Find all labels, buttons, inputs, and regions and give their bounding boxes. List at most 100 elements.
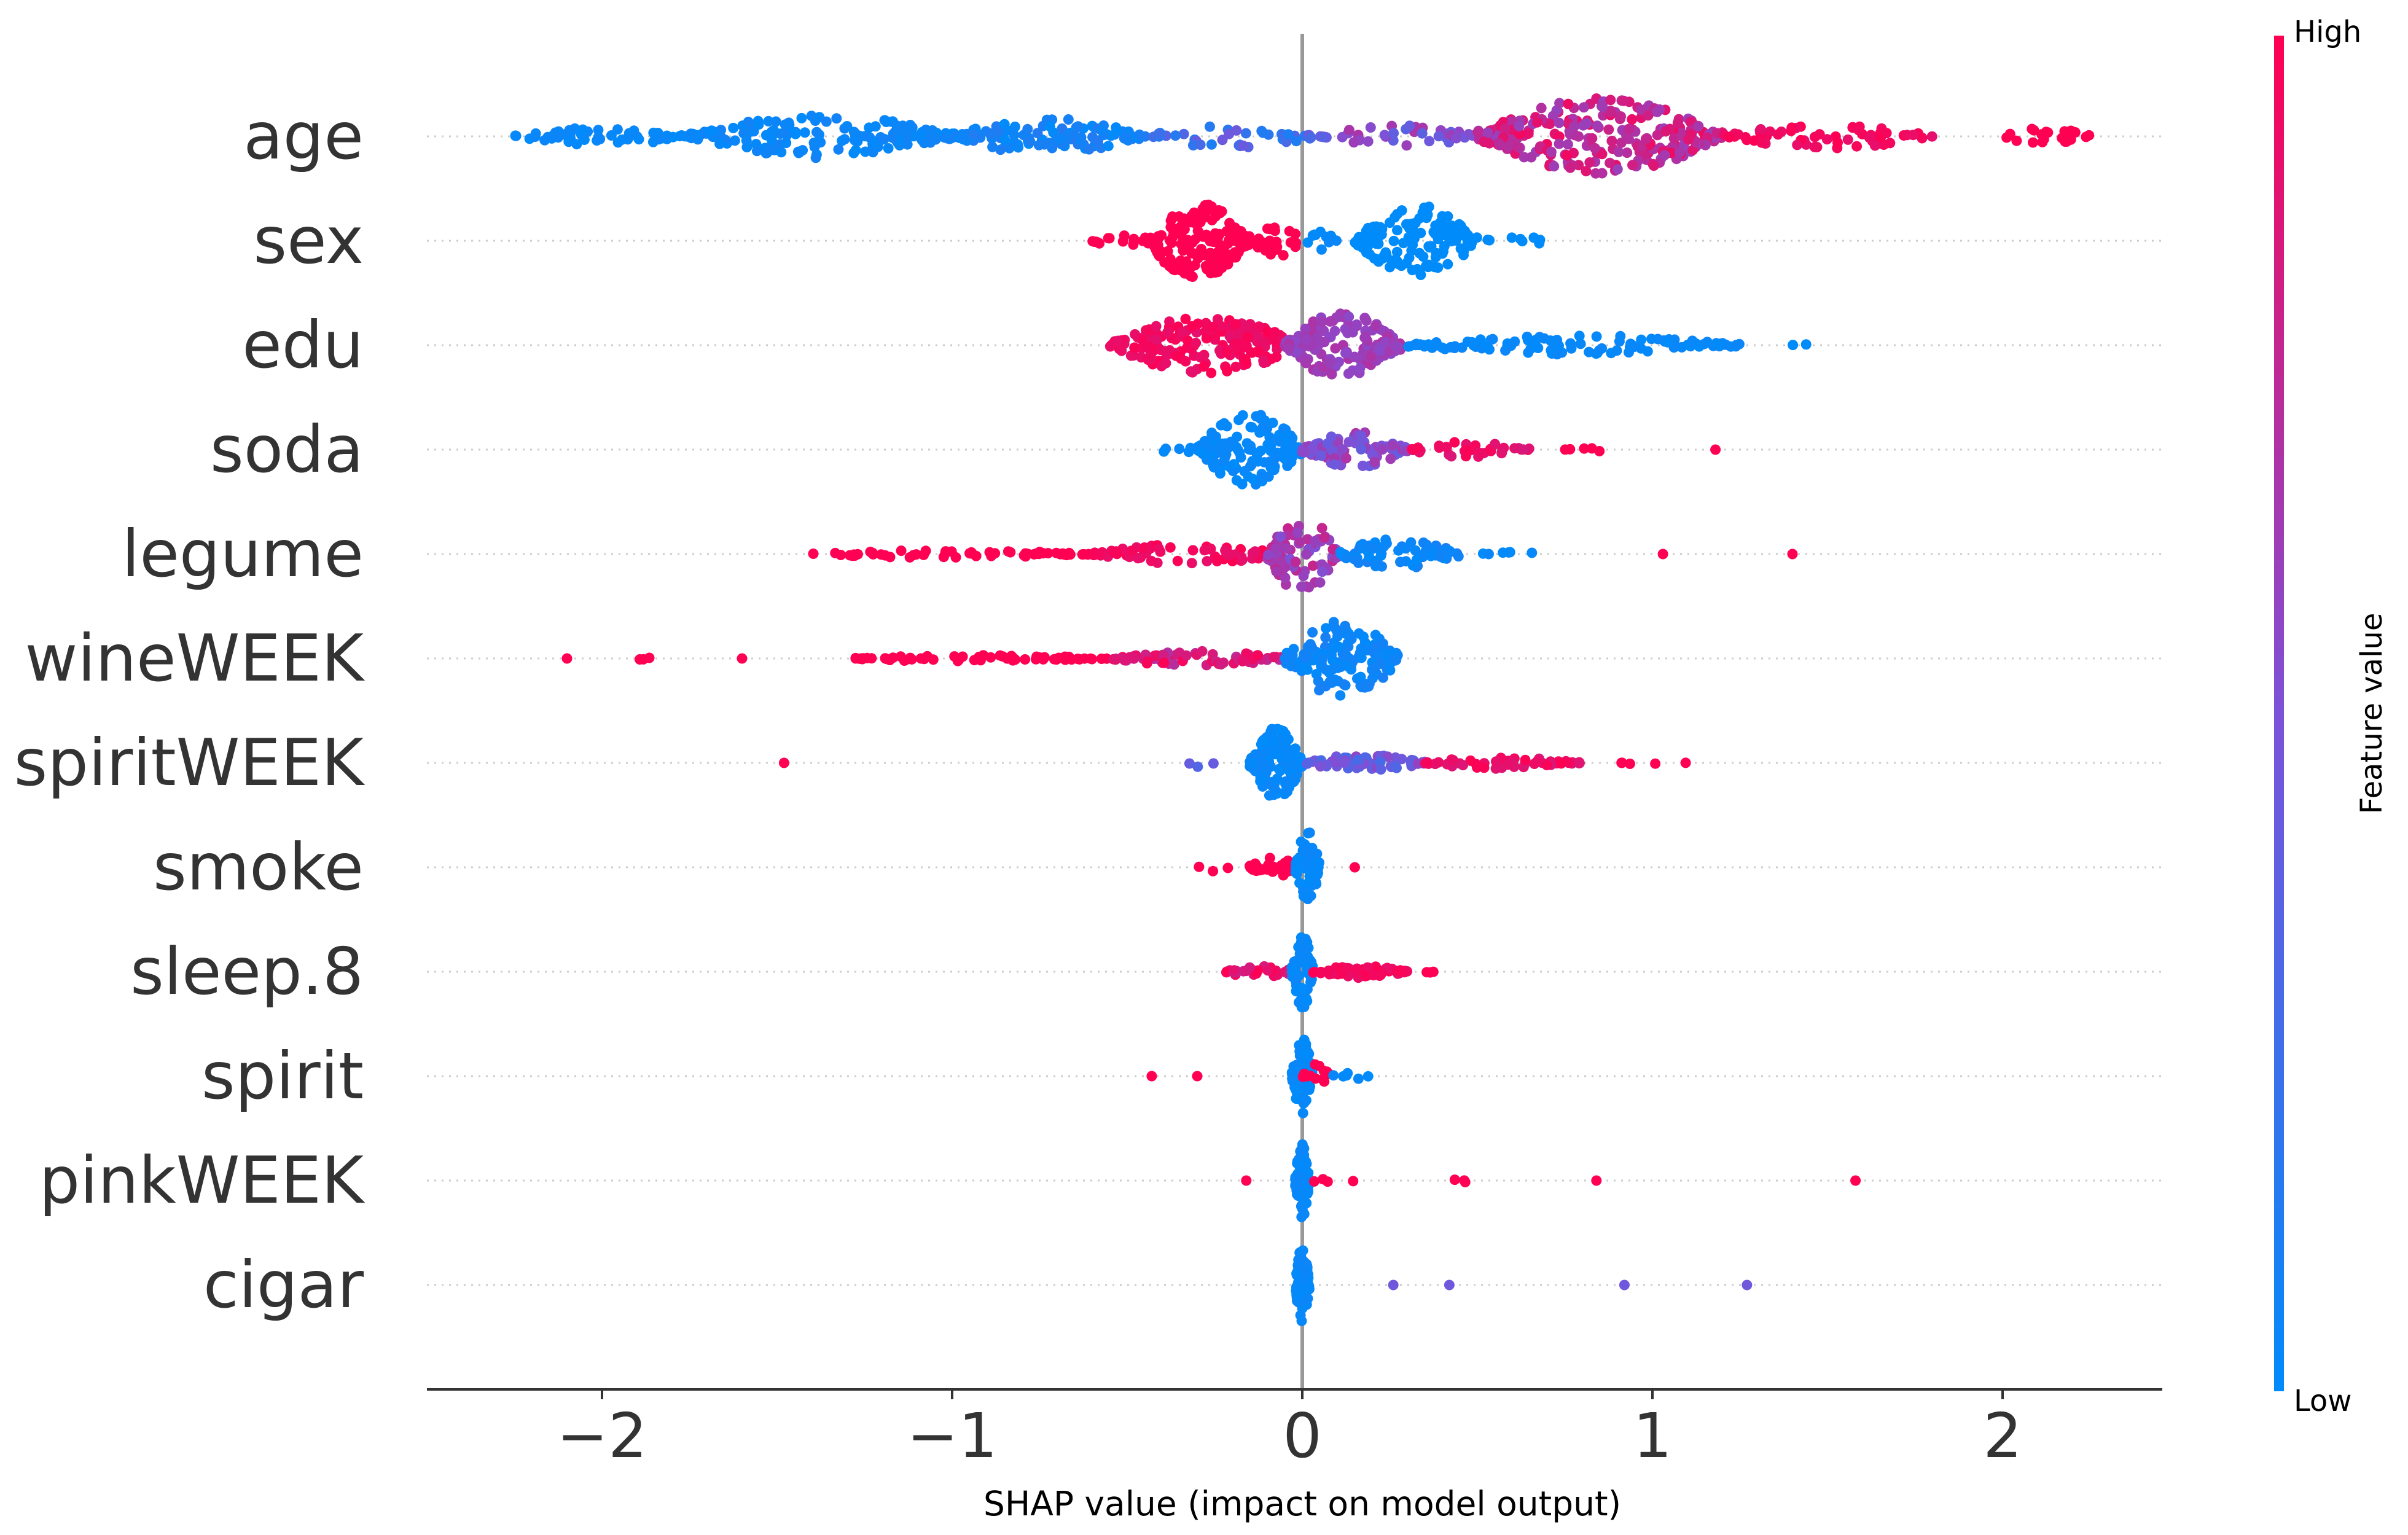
shap-dot-edu [1198,361,1210,372]
shap-dot-spiritWEEK [1375,764,1386,775]
shap-dot-age [1597,168,1608,179]
shap-dot-soda [1369,456,1380,467]
shap-dot-age [1724,131,1735,143]
shap-dot-legume [865,547,876,557]
shap-dot-age [1554,98,1565,109]
feature-label-sex: sex [253,203,364,278]
shap-dot-spiritWEEK [1270,749,1281,760]
shap-dot-legume [1484,549,1494,560]
shap-dot-soda [1248,474,1259,485]
shap-dot-edu [1591,331,1602,342]
shap-dot-soda [1579,443,1590,454]
shap-dot-edu [1258,355,1269,366]
shap-dot-age [1547,111,1558,122]
shap-dot-edu [1788,340,1799,351]
shap-dot-sex [1210,267,1221,278]
shap-dot-soda [1509,443,1520,454]
shap-dot-edu [1180,313,1191,324]
shap-dot-age [2041,127,2052,138]
shap-dot-edu [1800,339,1812,350]
shap-dot-edu [1487,334,1498,345]
shap-dot-age [894,140,905,150]
shap-dot-wineWEEK [1355,671,1366,682]
shap-dot-sex [1455,243,1466,254]
shap-dot-wineWEEK [1355,681,1366,691]
shap-dot-age [1231,125,1242,136]
shap-dot-legume [1236,552,1247,563]
shap-dot-wineWEEK [1377,638,1388,649]
shap-dot-age [1786,122,1797,133]
shap-dot-age [821,116,832,127]
shap-dot-age [1842,134,1853,145]
shap-dot-spiritWEEK [1275,735,1286,746]
shap-dot-sleep.8 [1302,996,1313,1007]
shap-dot-age [1659,150,1670,160]
shap-dot-legume [1370,561,1381,572]
shap-dot-legume [1307,560,1318,571]
shap-dot-age [1122,135,1133,146]
shap-dot-age [593,125,604,136]
shap-dot-age [987,141,998,152]
shap-dot-age [1004,143,1015,154]
shap-dot-sex [1155,249,1166,260]
shap-dot-spirit [1291,1093,1302,1104]
shap-dot-edu [1300,334,1312,345]
shap-dot-age [1096,125,1107,136]
shap-dot-edu [1329,326,1340,337]
shap-dot-spiritWEEK [1294,762,1305,773]
shap-dot-legume [1380,534,1391,545]
shap-dot-sex [1214,228,1225,240]
shap-dot-wineWEEK [1074,654,1085,665]
shap-dot-wineWEEK [919,654,929,665]
shap-dot-sex [1117,236,1128,247]
shap-dot-sleep.8 [1244,962,1255,973]
shap-dot-edu [1152,334,1163,345]
shap-dot-legume [808,549,819,559]
shap-dot-edu [1269,327,1280,338]
shap-dot-legume [1065,549,1076,560]
shap-dot-edu [1254,321,1265,332]
shap-dot-soda [1262,439,1273,450]
shap-dot-legume [1296,581,1307,592]
shap-dot-sex [1316,244,1327,255]
shap-dot-legume [938,552,949,563]
shap-dot-wineWEEK [1329,640,1340,651]
shap-dot-soda [1358,460,1368,471]
shap-dot-pinkWEEK [1322,1176,1333,1187]
shap-dot-legume [1270,543,1281,554]
feature-label-spirit: spirit [201,1039,364,1114]
shap-dot-age [930,134,941,144]
shap-dot-edu [1615,330,1626,342]
shap-dot-edu [1375,345,1386,356]
shap-dot-sex [1196,244,1207,254]
shap-dot-age [1616,111,1626,122]
shap-dot-soda [1196,447,1207,458]
shap-dot-wineWEEK [1237,655,1248,666]
shap-dot-spirit [1290,1084,1301,1095]
shap-dot-edu [1271,351,1282,362]
shap-dot-age [1012,139,1023,150]
shap-dot-age [1388,128,1399,139]
shap-dot-sex [1528,232,1539,243]
shap-dot-sex [1206,214,1218,225]
shap-dot-sex [1216,206,1227,217]
shap-dot-sex [1386,255,1397,266]
colorbar-title: Feature value [2355,613,2389,814]
shap-dot-spiritWEEK [1192,761,1203,772]
shap-dot-age [1526,152,1537,163]
shap-dot-edu [1300,357,1312,369]
shap-dot-spiritWEEK [1269,784,1280,795]
shap-dot-cigar [1300,1267,1311,1278]
shap-dot-legume [1315,577,1326,588]
shap-dot-soda [1385,453,1396,464]
shap-dot-spirit [1300,1039,1312,1050]
shap-dot-smoke [1264,853,1275,864]
shap-dot-age [2004,128,2015,139]
shap-dot-legume [1051,547,1062,558]
shap-dot-age [1756,137,1767,148]
shap-dot-soda [1475,448,1486,459]
shap-dot-age [799,127,810,138]
shap-dot-spiritWEEK [1315,760,1326,771]
shap-dot-pinkWEEK [1309,1176,1319,1187]
shap-dot-age [606,130,617,141]
